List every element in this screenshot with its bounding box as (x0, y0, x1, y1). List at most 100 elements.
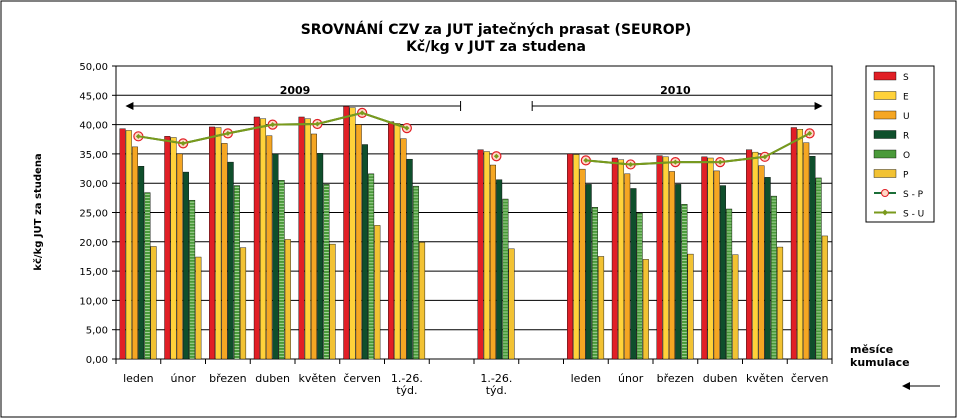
marker-s-u (180, 140, 186, 146)
bar-e (707, 157, 714, 360)
bar-r (496, 179, 503, 360)
bar-e (483, 151, 490, 360)
period-arrow-head (814, 102, 823, 110)
bar-r (719, 185, 726, 360)
bar-r (809, 156, 816, 360)
chart-subtitle: Kč/kg v JUT za studena (406, 39, 586, 55)
marker-s-u (628, 161, 634, 167)
bar-e (573, 154, 580, 360)
legend: SEUROP S - P S - U (873, 71, 924, 220)
bar-u (176, 153, 183, 360)
bar-r (182, 171, 189, 360)
x-tick-label: březen (657, 372, 695, 385)
bar-s (298, 116, 305, 360)
y-tick-label: 40,00 (79, 121, 108, 132)
legend-swatch-e (873, 91, 897, 100)
bar-u (624, 173, 631, 360)
bar-r (317, 153, 324, 360)
bar-u (579, 168, 586, 360)
bar-p (687, 253, 694, 360)
period-annotations: 2009 2010 (125, 84, 823, 111)
bar-s (253, 116, 260, 360)
legend-label: U (903, 112, 910, 122)
x-tick-label: týd. (486, 384, 507, 397)
bar-e (618, 159, 625, 360)
bar-o (726, 208, 733, 360)
bar-u (131, 146, 138, 360)
bar-o (636, 212, 643, 360)
bar-p (284, 239, 291, 360)
bar-u (489, 164, 496, 360)
x-tick-label: únor (171, 372, 197, 385)
x-axis-labels: leden únor březen duben květen červen 1.-26.tý… (123, 372, 828, 397)
bar-o (189, 199, 196, 360)
x-tick-label: únor (618, 372, 644, 385)
x-tick-label: červen (791, 372, 829, 385)
bar-s (611, 157, 618, 360)
bar-s (701, 156, 708, 360)
bar-r (630, 188, 637, 360)
x-tick-label: červen (343, 372, 381, 385)
marker-s-u (314, 121, 320, 127)
y-tick-label: 10,00 (79, 296, 108, 307)
bar-o (591, 207, 598, 360)
legend-label: P (903, 171, 909, 181)
bar-e (662, 156, 669, 360)
bar-e (349, 107, 356, 360)
bar-u (803, 142, 810, 360)
bar-p (240, 247, 247, 360)
legend-swatch-s (873, 71, 897, 81)
bar-o (681, 204, 688, 360)
x-tick-label: 1.-26. (480, 372, 512, 385)
bar-r (361, 144, 368, 360)
period-label: 2010 (660, 84, 691, 97)
bar-o (815, 177, 822, 360)
y-tick-label: 50,00 (79, 62, 108, 73)
bar-u (758, 165, 765, 360)
bar-u (355, 124, 362, 360)
bar-u (668, 171, 675, 360)
x-tick-label: květen (299, 372, 337, 385)
bar-r (272, 153, 279, 360)
bar-o (412, 185, 419, 360)
bar-e (797, 129, 804, 360)
bar-p (195, 256, 202, 360)
bar-s (746, 149, 753, 360)
chart-title: SROVNÁNÍ CZV za JUT jatečných prasat (SE… (301, 21, 692, 38)
bar-p (508, 248, 515, 360)
bar-p (777, 246, 784, 360)
bar-p (598, 256, 605, 360)
bar-r (585, 184, 592, 360)
x-axis-title: měsíce (850, 343, 893, 356)
marker-s-u (672, 159, 678, 165)
marker-s-u (135, 133, 141, 139)
bar-s (119, 128, 126, 360)
marker-s-u (762, 154, 768, 160)
bar-e (394, 123, 401, 360)
x-tick-label: březen (209, 372, 247, 385)
y-tick-label: 5,00 (86, 326, 108, 337)
bar-r (138, 166, 145, 360)
y-tick-label: 30,00 (79, 179, 108, 190)
marker-s-u (807, 130, 813, 136)
x-tick-label: květen (746, 372, 784, 385)
bar-r (406, 158, 413, 360)
legend-swatch-r (873, 130, 897, 139)
bar-p (821, 235, 828, 360)
legend-label: E (903, 93, 909, 103)
legend-box (865, 65, 935, 223)
bar-p (150, 246, 157, 360)
bar-o (323, 184, 330, 360)
bar-e (215, 127, 222, 360)
bar-o (233, 185, 240, 360)
bar-r (764, 177, 771, 360)
bar-p (419, 242, 426, 360)
legend-marker (881, 189, 889, 197)
period-arrow-head (125, 102, 134, 110)
legend-label: S - U (903, 210, 924, 220)
bar-s (343, 105, 350, 360)
legend-swatch-u (873, 110, 897, 120)
y-tick-label: 0,00 (86, 355, 108, 366)
bar-e (304, 118, 311, 360)
